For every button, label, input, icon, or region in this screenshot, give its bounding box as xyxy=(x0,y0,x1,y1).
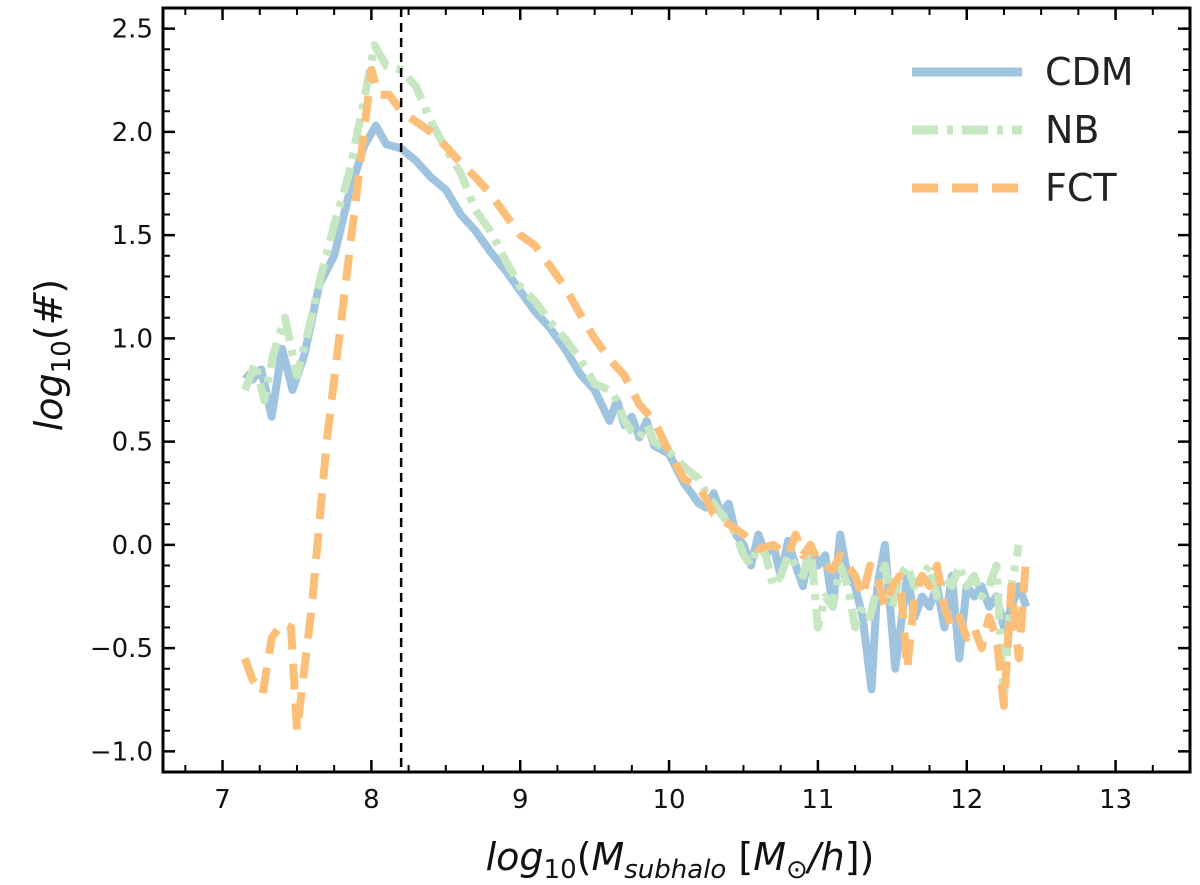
y-tick-label: 0.0 xyxy=(112,531,153,561)
legend: CDM NB FCT xyxy=(912,50,1134,210)
y-tick-label: 2.5 xyxy=(112,15,153,45)
y-tick-label: −0.5 xyxy=(90,634,153,664)
x-tick-label: 13 xyxy=(1099,785,1132,815)
y-tick-label: −1.0 xyxy=(90,737,153,767)
series-line-fct xyxy=(241,65,1031,735)
plot-frame xyxy=(161,6,1192,774)
y-tick-label: 2.0 xyxy=(112,118,153,148)
y-tick-label: 0.5 xyxy=(112,428,153,458)
x-tick-label: 12 xyxy=(950,785,983,815)
legend-label-cdm: CDM xyxy=(1045,50,1134,94)
x-tick-label: 9 xyxy=(512,785,529,815)
y-axis-label: log10(#̄) xyxy=(27,279,77,432)
x-axis-label: log10(Msubhalo [M⊙/h]) xyxy=(486,835,875,885)
x-tick-label: 8 xyxy=(363,785,380,815)
series-line-cdm xyxy=(242,121,1031,694)
ticks-layer: 7 8 9 10 11 12 13 −1.0 −0.5 0.0 0.5 1.0 1.5 2.0 2.5 xyxy=(90,8,1191,815)
x-tick-label: 10 xyxy=(653,785,686,815)
x-tick-label: 7 xyxy=(214,785,231,815)
series-layer xyxy=(241,41,1031,735)
legend-label-nb: NB xyxy=(1045,108,1100,152)
axes-layer xyxy=(161,6,1192,774)
y-tick-label: 1.5 xyxy=(112,221,153,251)
series-line-nb xyxy=(241,41,1023,704)
x-tick-label: 11 xyxy=(801,785,834,815)
legend-label-fct: FCT xyxy=(1045,166,1117,210)
y-tick-label: 1.0 xyxy=(112,324,153,354)
